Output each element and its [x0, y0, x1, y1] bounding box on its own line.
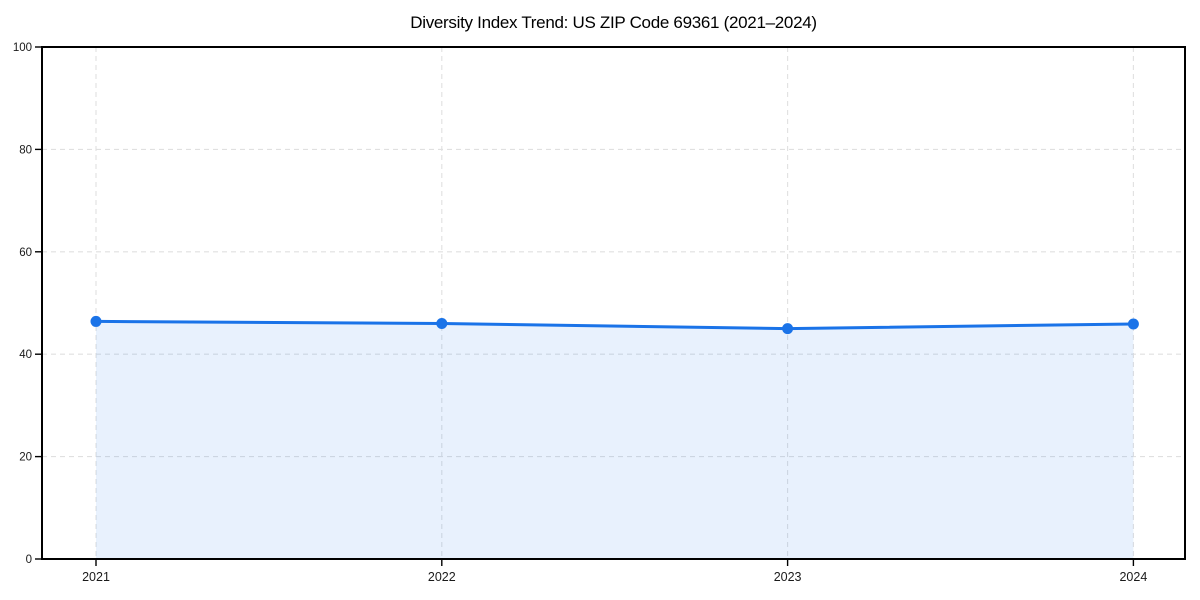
y-tick-label: 80 — [19, 144, 32, 156]
data-point-2023 — [782, 323, 794, 335]
y-tick-label: 40 — [19, 349, 32, 361]
trend-line — [94, 319, 1135, 331]
data-point-2024 — [1127, 318, 1139, 330]
area-fill — [96, 321, 1134, 559]
y-tick-label: 100 — [13, 42, 32, 54]
x-tick-label: 2023 — [774, 570, 802, 584]
x-tick-label: 2024 — [1119, 570, 1147, 584]
y-tick-label: 20 — [19, 452, 32, 464]
y-tick-label: 60 — [19, 247, 32, 259]
x-tick-label: 2022 — [428, 570, 456, 584]
chart-title: Diversity Index Trend: US ZIP Code 69361… — [410, 13, 817, 32]
plot-frame — [41, 46, 1186, 560]
x-tick-label: 2021 — [82, 570, 110, 584]
data-point-2021 — [90, 315, 102, 327]
data-point-2022 — [436, 317, 448, 329]
y-tick-label: 0 — [26, 554, 32, 566]
